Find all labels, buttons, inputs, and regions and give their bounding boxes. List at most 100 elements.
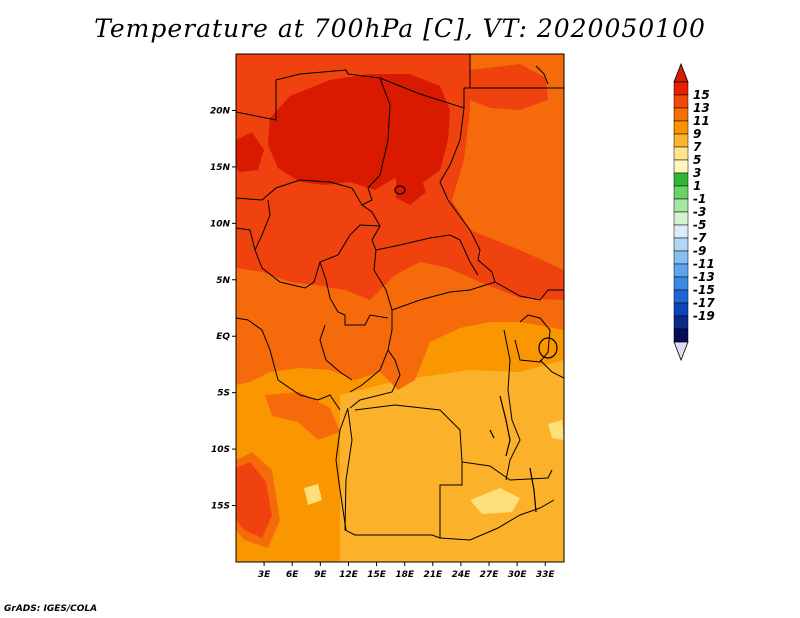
border-line	[236, 317, 341, 411]
field-band-15	[396, 170, 426, 205]
colorbar-segment	[673, 237, 689, 252]
chart-title: Temperature at 700hPa [C], VT: 202005010…	[94, 14, 706, 43]
colorbar-bottom-arrow	[673, 341, 689, 362]
field-band-11	[265, 392, 340, 440]
lake-victoria	[538, 337, 558, 359]
colorbar-label: -15	[693, 283, 715, 297]
border-line	[439, 107, 564, 301]
border-line	[236, 54, 471, 121]
border-line	[319, 324, 353, 381]
y-tick-label: 5S	[217, 389, 230, 399]
border-line	[535, 65, 549, 85]
x-tick-label: 33E	[536, 570, 556, 580]
colorbar-segment	[673, 263, 689, 278]
y-tick-label: 20N	[210, 106, 231, 116]
colorbar-label: 9	[693, 127, 701, 141]
colorbar-segment	[673, 159, 689, 174]
colorbar-segment	[673, 315, 689, 330]
country-borders	[236, 54, 564, 541]
border-line	[514, 314, 551, 363]
field-band-5	[470, 488, 520, 514]
border-line	[539, 359, 564, 379]
border-line	[349, 349, 401, 409]
border-line	[236, 224, 381, 289]
lake-chad	[394, 185, 406, 195]
lake-malawi	[529, 467, 537, 513]
temperature-field	[236, 54, 564, 562]
y-tick-label: 10S	[211, 445, 230, 455]
x-tick-label: 3E	[258, 570, 271, 580]
map-frame	[235, 53, 565, 563]
border-line	[254, 199, 271, 251]
x-tick-label: 9E	[314, 570, 327, 580]
y-tick-label: 5N	[216, 276, 230, 286]
y-tick-label: 15S	[211, 502, 230, 512]
colorbar-label: -11	[693, 257, 715, 271]
x-tick-label: 6E	[286, 570, 299, 580]
border-line	[349, 249, 393, 393]
colorbar-segment	[673, 289, 689, 304]
border-line	[344, 409, 441, 539]
colorbar-label: -13	[693, 270, 715, 284]
field-band-5	[548, 420, 564, 440]
colorbar-label: -19	[693, 309, 715, 323]
x-tick-label: 15E	[367, 570, 387, 580]
colorbar-segment	[673, 146, 689, 161]
lakes	[394, 185, 558, 513]
colorbar-label: 1	[693, 179, 701, 193]
colorbar-segment	[673, 107, 689, 122]
colorbar-label: -1	[693, 192, 706, 206]
colorbar-segment	[673, 81, 689, 96]
x-tick-label: 30E	[508, 570, 528, 580]
field-band-7	[340, 360, 564, 562]
border-line	[391, 281, 496, 311]
colorbar-segment	[673, 250, 689, 265]
colorbar-label: 7	[693, 140, 702, 154]
colorbar-label: -7	[693, 231, 707, 245]
border-line	[439, 499, 555, 541]
y-tick-label: 10N	[210, 219, 231, 229]
border-line	[361, 204, 479, 276]
colorbar-label: 13	[693, 101, 710, 115]
colorbar-label: -9	[693, 244, 706, 258]
border-line	[503, 329, 521, 481]
colorbar-label: 5	[693, 153, 701, 167]
border-line	[439, 462, 463, 538]
field-band-13	[236, 462, 272, 538]
colorbar-label: -17	[693, 296, 715, 310]
colorbar-top-arrow	[673, 62, 689, 83]
field-band-15	[268, 74, 450, 190]
colorbar-segment	[673, 276, 689, 291]
lake-mweru	[489, 429, 495, 439]
colorbar-segment	[673, 328, 689, 343]
y-tick-label: EQ	[216, 332, 230, 342]
colorbar-label: -3	[693, 205, 706, 219]
y-tick-label: 15N	[210, 163, 231, 173]
field-band-15	[236, 132, 264, 172]
colorbar-segment	[673, 120, 689, 135]
colorbar-label: 3	[693, 166, 701, 180]
colorbar-segment	[673, 172, 689, 187]
colorbar-segment	[673, 302, 689, 317]
border-line	[319, 261, 389, 326]
colorbar-segment	[673, 185, 689, 200]
field-band-5	[304, 484, 322, 505]
colorbar-segment	[673, 211, 689, 226]
colorbar-label: -5	[693, 218, 706, 232]
colorbar-segment	[673, 94, 689, 109]
colorbar-segment	[673, 224, 689, 239]
field-band-13	[470, 64, 548, 110]
credit-label: GrADS: IGES/COLA	[4, 604, 98, 614]
border-line	[335, 407, 349, 531]
colorbar-label: 11	[693, 114, 710, 128]
x-axis: 3E 6E 9E 12E 15E 18E 21E 24E 27E 30E 33E	[258, 562, 556, 580]
x-tick-label: 27E	[480, 570, 500, 580]
colorbar-segment	[673, 198, 689, 213]
colorbar-label: 15	[693, 88, 710, 102]
x-tick-label: 21E	[423, 570, 443, 580]
colorbar-segment	[673, 133, 689, 148]
x-tick-label: 18E	[395, 570, 415, 580]
y-axis: 20N 15N 10N 5N EQ 5S 10S 15S	[210, 106, 236, 512]
